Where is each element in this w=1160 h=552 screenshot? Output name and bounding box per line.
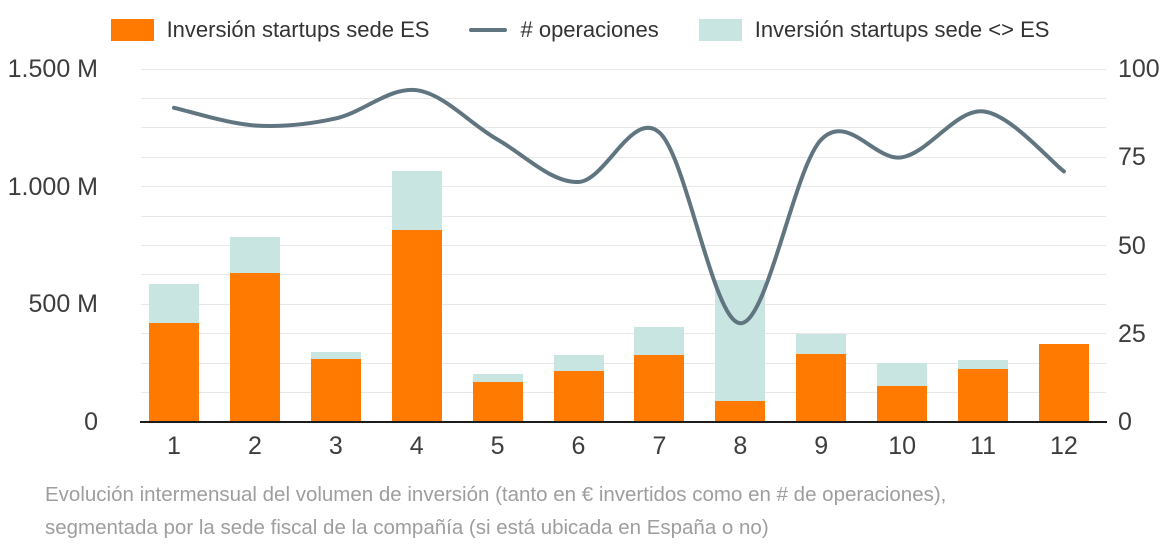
- caption-line-1: Evolución intermensual del volumen de in…: [45, 483, 947, 506]
- legend-item-inversion-sede-es: Inversión startups sede ES: [110, 17, 430, 43]
- y-right-tick-label: 50: [1118, 231, 1146, 260]
- bar-segment-sede-es: [149, 323, 199, 422]
- bar-segment-sede-no-es: [634, 327, 685, 355]
- gridline: [141, 215, 1106, 217]
- bar-segment-sede-es: [715, 400, 766, 422]
- legend-item-inversion-sede-no-es: Inversión startups sede <> ES: [698, 17, 1050, 43]
- bar-segment-sede-es: [229, 272, 280, 422]
- bar-segment-sede-no-es: [472, 373, 523, 382]
- bar-segment-sede-es: [1038, 343, 1089, 422]
- x-tick-label: 9: [814, 432, 829, 460]
- y-right-tick-label: 75: [1118, 143, 1146, 172]
- bar-segment-sede-es: [877, 385, 928, 422]
- chart-caption: Evolución intermensual del volumen de in…: [45, 478, 1135, 544]
- gridline: [141, 362, 1106, 364]
- operaciones-line-path: [172, 87, 1066, 326]
- gridline: [141, 186, 1106, 188]
- y-left-tick-label: 0: [84, 408, 98, 436]
- legend-swatch-orange: [110, 19, 154, 41]
- gridline: [141, 68, 1106, 70]
- bar-segment-sede-no-es: [149, 284, 199, 324]
- gridline: [141, 127, 1106, 129]
- y-right-tick-label: 0: [1118, 408, 1132, 436]
- bar-segment-sede-es: [796, 353, 847, 422]
- bar-segment-sede-es: [310, 358, 361, 422]
- legend-swatch-teal: [698, 19, 742, 41]
- gridline: [141, 303, 1106, 305]
- y-left-tick-label: 1.500 M: [7, 55, 98, 83]
- bar-segment-sede-no-es: [310, 351, 361, 359]
- legend-label-inversion-sede-no-es: Inversión startups sede <> ES: [754, 17, 1050, 42]
- y-left-tick-label: 500 M: [28, 290, 98, 319]
- bar-segment-sede-no-es: [796, 334, 847, 354]
- x-axis-line: [140, 421, 1107, 423]
- x-tick-label: 5: [490, 432, 505, 460]
- x-tick-label: 3: [328, 432, 343, 460]
- x-tick-label: 6: [571, 432, 586, 460]
- legend-label-inversion-sede-es: Inversión startups sede ES: [166, 17, 430, 42]
- bar-segment-sede-no-es: [229, 237, 280, 273]
- bar-segment-sede-no-es: [553, 355, 604, 371]
- gridline: [141, 245, 1106, 246]
- x-tick-label: 1: [167, 432, 181, 460]
- gridline: [141, 156, 1106, 158]
- x-tick-label: 12: [1049, 432, 1078, 460]
- bar-segment-sede-no-es: [715, 279, 766, 401]
- x-tick-label: 8: [733, 432, 748, 460]
- y-right-tick-label: 100: [1118, 55, 1160, 83]
- bar-segment-sede-es: [634, 354, 685, 422]
- bar-segment-sede-es: [391, 230, 442, 422]
- x-tick-label: 2: [247, 432, 262, 460]
- gridline: [141, 392, 1106, 394]
- legend-label-operaciones: # operaciones: [520, 17, 659, 42]
- x-tick-label: 10: [888, 432, 916, 460]
- bar-segment-sede-no-es: [958, 359, 1008, 369]
- x-tick-label: 7: [652, 432, 667, 460]
- gridline: [141, 333, 1106, 335]
- y-right-tick-label: 25: [1118, 319, 1146, 348]
- bar-segment-sede-no-es: [391, 171, 442, 231]
- bar-segment-sede-es: [472, 381, 523, 422]
- legend-swatch-line: [469, 28, 508, 32]
- bar-segment-sede-no-es: [877, 363, 928, 386]
- plot-area: 1 2 3 4 5 6 7 8 9 10 11 12 0 500 M 1.000 M 1.500 M 0 25 50…: [7, 55, 1160, 460]
- gridline: [141, 274, 1106, 276]
- y-left-tick-label: 1.000 M: [7, 172, 98, 201]
- caption-line-2: segmentada por la sede fiscal de la comp…: [45, 516, 769, 539]
- bar-segment-sede-es: [553, 370, 604, 422]
- legend-item-operaciones: # operaciones: [469, 17, 659, 43]
- x-tick-label: 11: [970, 432, 996, 460]
- bar-segment-sede-es: [958, 368, 1008, 422]
- gridline: [141, 97, 1106, 99]
- x-tick-label: 4: [409, 432, 424, 460]
- chart-legend: Inversión startups sede ES # operaciones…: [0, 12, 1160, 48]
